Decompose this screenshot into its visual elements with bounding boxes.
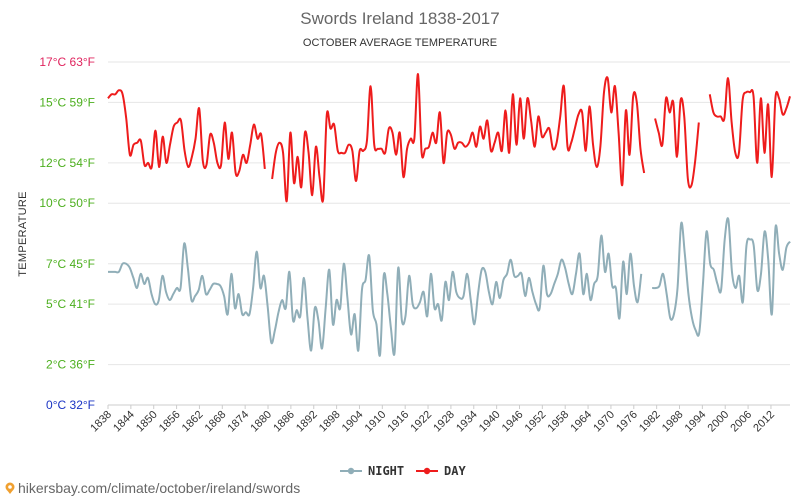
x-tick-label: 1928 — [431, 409, 457, 435]
y-tick-label: 5°C 41°F — [46, 297, 95, 311]
y-tick-label: 7°C 45°F — [46, 257, 95, 271]
x-tick-label: 2012 — [751, 409, 777, 435]
x-tick-label: 1964 — [568, 409, 594, 435]
series-lines — [107, 73, 791, 357]
y-tick-label: 0°C 32°F — [46, 398, 95, 412]
legend[interactable]: NIGHT DAY — [340, 464, 466, 478]
legend-marker-night — [347, 467, 355, 475]
x-tick-label: 1838 — [88, 409, 114, 435]
legend-label-day: DAY — [444, 464, 466, 478]
x-tick-label: 1976 — [614, 409, 640, 435]
legend-marker-day — [423, 467, 431, 475]
series-line-day-1 — [271, 73, 646, 203]
chart-title: Swords Ireland 1838-2017 — [300, 9, 499, 28]
source-url[interactable]: hikersbay.com/climate/october/ireland/sw… — [18, 480, 301, 496]
x-tick-label: 1922 — [408, 409, 434, 435]
x-tick-label: 1958 — [546, 409, 572, 435]
series-line-day-2 — [654, 96, 700, 189]
legend-item-night[interactable]: NIGHT — [340, 464, 404, 478]
x-tick-label: 1868 — [203, 409, 229, 435]
x-tick-labels: 1838184418501856186218681874188018861892… — [88, 409, 777, 435]
chart-subtitle: OCTOBER AVERAGE TEMPERATURE — [303, 37, 497, 49]
x-tick-label: 1940 — [477, 409, 503, 435]
legend-label-night: NIGHT — [368, 464, 404, 478]
x-tick-label: 1982 — [637, 409, 663, 435]
x-tick-label: 1988 — [660, 409, 686, 435]
series-line-day-3 — [708, 77, 791, 179]
series-line-night-0 — [108, 234, 643, 357]
x-tick-label: 1898 — [317, 409, 343, 435]
y-axis-label: TEMPERATURE — [17, 191, 29, 277]
y-tick-label: 15°C 59°F — [39, 95, 95, 109]
map-pin-icon — [5, 482, 15, 494]
x-tick-label: 1994 — [683, 409, 709, 435]
x-tick-label: 1904 — [340, 409, 366, 435]
series-line-day-0 — [107, 89, 266, 177]
x-tick-label: 1844 — [111, 409, 137, 435]
x-tick-label: 1910 — [363, 409, 389, 435]
y-tick-label: 17°C 63°F — [39, 55, 95, 69]
y-tick-label: 2°C 36°F — [46, 358, 95, 372]
x-tick-label: 1886 — [271, 409, 297, 435]
x-tick-label: 1862 — [180, 409, 206, 435]
x-tick-label: 2006 — [728, 409, 754, 435]
x-tick-label: 1850 — [134, 409, 160, 435]
gridlines — [108, 61, 790, 406]
x-tick-label: 1916 — [386, 409, 412, 435]
source-footer[interactable]: hikersbay.com/climate/october/ireland/sw… — [4, 480, 300, 496]
x-tick-label: 1880 — [248, 409, 274, 435]
x-tick-label: 1952 — [523, 409, 549, 435]
axes — [107, 404, 790, 409]
x-tick-label: 1934 — [454, 409, 480, 435]
y-tick-label: 12°C 54°F — [39, 156, 95, 170]
series-line-night-1 — [652, 217, 791, 337]
y-tick-labels: 0°C 32°F 2°C 36°F 5°C 41°F 7°C 45°F 10°C 50°… — [39, 55, 95, 412]
x-tick-label: 1874 — [225, 409, 251, 435]
x-tick-label: 1892 — [294, 409, 320, 435]
x-tick-label: 1946 — [500, 409, 526, 435]
y-tick-label: 10°C 50°F — [39, 196, 95, 210]
x-tick-label: 1856 — [157, 409, 183, 435]
x-tick-label: 1970 — [591, 409, 617, 435]
legend-item-day[interactable]: DAY — [416, 464, 466, 478]
x-tick-label: 2000 — [706, 409, 732, 435]
